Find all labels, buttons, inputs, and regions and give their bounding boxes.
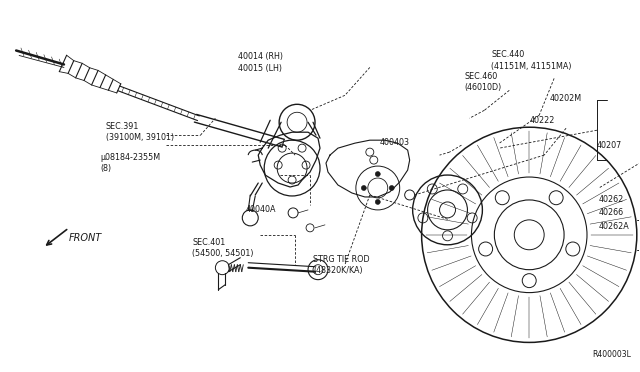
Text: 40040A: 40040A — [245, 205, 276, 214]
Text: 40222: 40222 — [529, 116, 555, 125]
Text: 40262A: 40262A — [599, 222, 630, 231]
Circle shape — [522, 274, 536, 288]
Circle shape — [362, 186, 366, 190]
Text: 40202M: 40202M — [549, 94, 581, 103]
Text: FRONT: FRONT — [69, 233, 102, 243]
Text: SEC.460
(46010D): SEC.460 (46010D) — [465, 72, 502, 92]
Text: 40207: 40207 — [597, 141, 622, 150]
Circle shape — [375, 171, 380, 177]
Text: STRG TIE ROD
(48320K/KA): STRG TIE ROD (48320K/KA) — [313, 255, 370, 275]
Text: R400003L: R400003L — [592, 350, 631, 359]
Text: 40262: 40262 — [599, 195, 624, 205]
Circle shape — [495, 191, 509, 205]
Circle shape — [566, 242, 580, 256]
Circle shape — [549, 191, 563, 205]
Circle shape — [479, 242, 493, 256]
Text: 400403: 400403 — [380, 138, 410, 147]
Text: SEC.391
(39100M, 39101): SEC.391 (39100M, 39101) — [106, 122, 174, 142]
Text: SEC.440
(41151M, 41151MA): SEC.440 (41151M, 41151MA) — [492, 51, 572, 71]
Text: 40014 (RH)
40015 (LH): 40014 (RH) 40015 (LH) — [238, 52, 284, 73]
Text: µ08184-2355M
(8): µ08184-2355M (8) — [101, 153, 161, 173]
Circle shape — [389, 186, 394, 190]
Circle shape — [375, 199, 380, 205]
Text: SEC.401
(54500, 54501): SEC.401 (54500, 54501) — [193, 238, 254, 258]
Text: 40266: 40266 — [599, 208, 624, 217]
